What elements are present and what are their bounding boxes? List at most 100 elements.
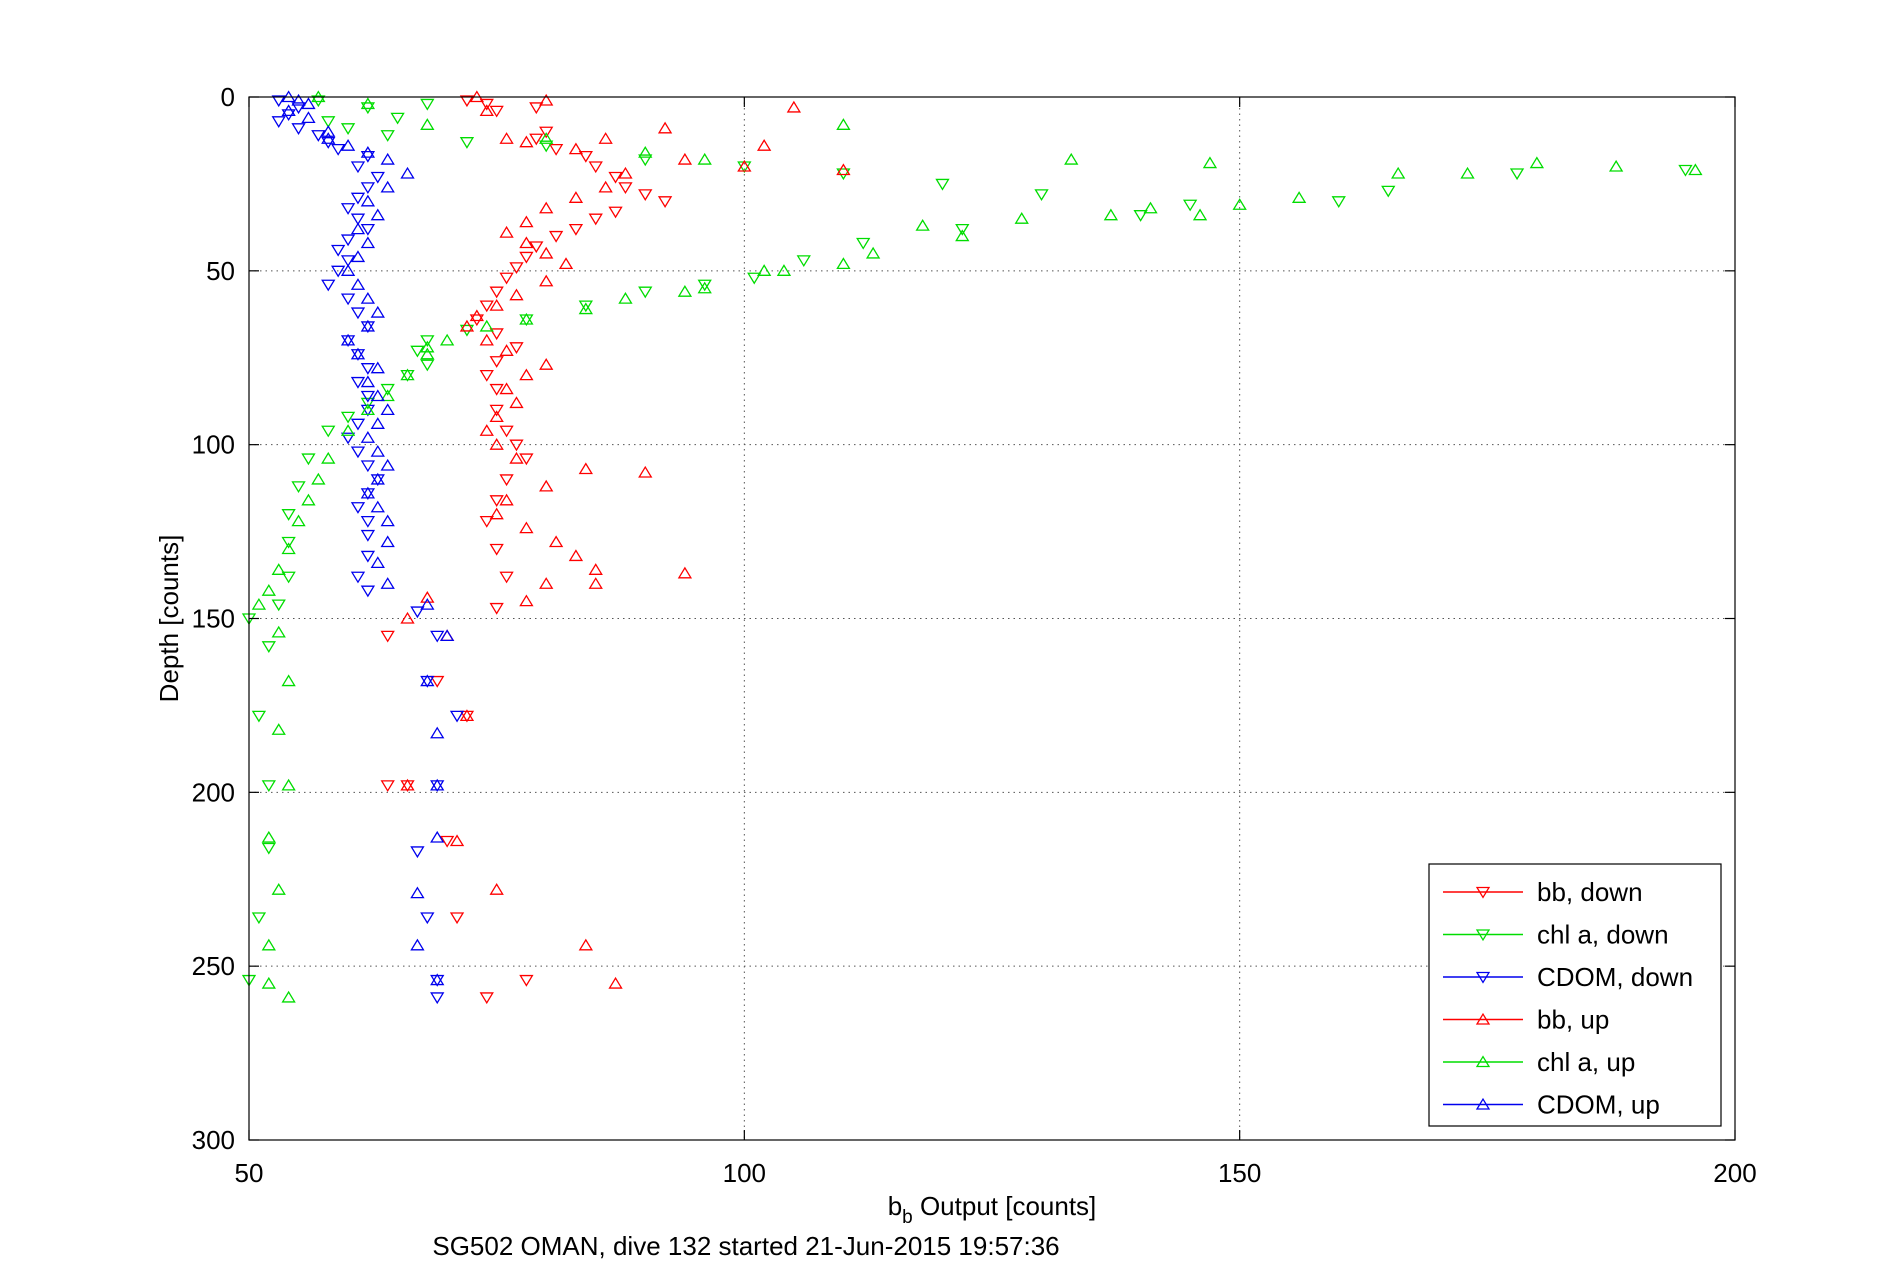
data-point (281, 990, 296, 1003)
data-point (638, 286, 653, 299)
data-point (697, 279, 712, 292)
data-point (350, 161, 366, 174)
data-point (489, 356, 504, 368)
data-point (400, 611, 415, 624)
data-point (370, 444, 385, 457)
y-tick-label: 150 (192, 604, 235, 634)
legend-entry: CDOM, down (1443, 962, 1693, 992)
data-point (479, 992, 494, 1005)
data-point (697, 281, 712, 294)
data-point (301, 111, 316, 124)
legend-entry: chl a, up (1443, 1047, 1635, 1077)
data-point (955, 229, 970, 242)
data-point (539, 274, 554, 287)
legend-label: CDOM, down (1537, 962, 1693, 992)
legend-label: chl a, down (1537, 920, 1669, 950)
data-point (271, 116, 286, 128)
data-point (261, 938, 276, 951)
data-point (430, 726, 445, 739)
data-point (489, 507, 504, 520)
data-point (251, 597, 267, 610)
x-axis-label: bb Output [counts] (888, 1191, 1097, 1228)
data-point (420, 674, 435, 687)
data-point (519, 312, 534, 325)
data-point (350, 278, 366, 290)
data-point (548, 143, 564, 156)
legend-label: chl a, up (1537, 1047, 1635, 1077)
data-point (430, 992, 445, 1005)
data-point (499, 474, 514, 487)
data-point (340, 333, 356, 346)
data-point (479, 98, 494, 111)
legend: bb, down chl a, down CDOM, down bb, up chl a… (1428, 863, 1722, 1127)
axis-ticks: 50 100 150 200 0 50 100 150 200 250 300 (192, 82, 1757, 1188)
data-point (499, 382, 514, 395)
data-point (400, 166, 415, 179)
data-point (430, 675, 445, 688)
data-point (321, 132, 336, 144)
x-tick-label: 150 (1218, 1158, 1261, 1188)
data-point (519, 368, 534, 381)
data-point (519, 453, 534, 466)
data-point (1064, 152, 1079, 165)
data-markers (241, 90, 1703, 1005)
data-point (321, 451, 336, 464)
data-point (588, 563, 603, 575)
data-point (301, 97, 316, 110)
data-point (360, 182, 376, 195)
data-point (578, 938, 593, 951)
data-point (350, 418, 366, 431)
data-point (370, 500, 385, 513)
data-point (638, 189, 653, 202)
data-point (420, 335, 435, 348)
legend-entry: bb, up (1443, 1005, 1609, 1035)
data-point (479, 104, 494, 117)
data-point (430, 973, 445, 986)
data-point (380, 403, 395, 416)
data-point (509, 262, 524, 275)
data-point (459, 709, 475, 721)
data-point (489, 404, 504, 417)
data-point (251, 912, 267, 925)
data-point (301, 493, 316, 506)
legend-marker (1475, 929, 1491, 942)
data-point (410, 886, 425, 899)
data-point (657, 196, 673, 208)
data-point (370, 389, 385, 402)
data-point (539, 140, 554, 153)
data-point (311, 130, 326, 142)
data-point (1192, 208, 1208, 221)
data-point (340, 432, 356, 445)
data-point (1678, 164, 1693, 177)
data-point (499, 272, 514, 285)
data-point (350, 347, 366, 360)
data-point (1381, 185, 1396, 198)
data-point (350, 446, 366, 459)
data-point (340, 264, 356, 276)
data-point (568, 223, 584, 236)
data-point (340, 424, 356, 436)
series-5 (281, 90, 455, 986)
data-point (340, 203, 356, 215)
data-point (311, 472, 326, 485)
legend-entry: chl a, down (1443, 920, 1669, 950)
legend-entry: bb, down (1443, 877, 1643, 907)
data-point (340, 293, 356, 306)
data-point (420, 340, 435, 353)
data-point (1391, 166, 1406, 179)
data-point (499, 493, 514, 506)
y-axis-label: Depth [counts] (154, 535, 184, 703)
data-point (439, 333, 455, 346)
data-point (1529, 156, 1545, 169)
data-point (499, 225, 514, 238)
data-point (360, 585, 376, 598)
data-point (430, 778, 445, 791)
data-point (479, 516, 494, 528)
data-point (321, 125, 336, 137)
data-point (380, 152, 395, 165)
data-point (380, 383, 395, 396)
data-point (786, 100, 802, 113)
data-point (410, 345, 425, 358)
data-point (281, 571, 296, 584)
data-point (340, 255, 356, 268)
